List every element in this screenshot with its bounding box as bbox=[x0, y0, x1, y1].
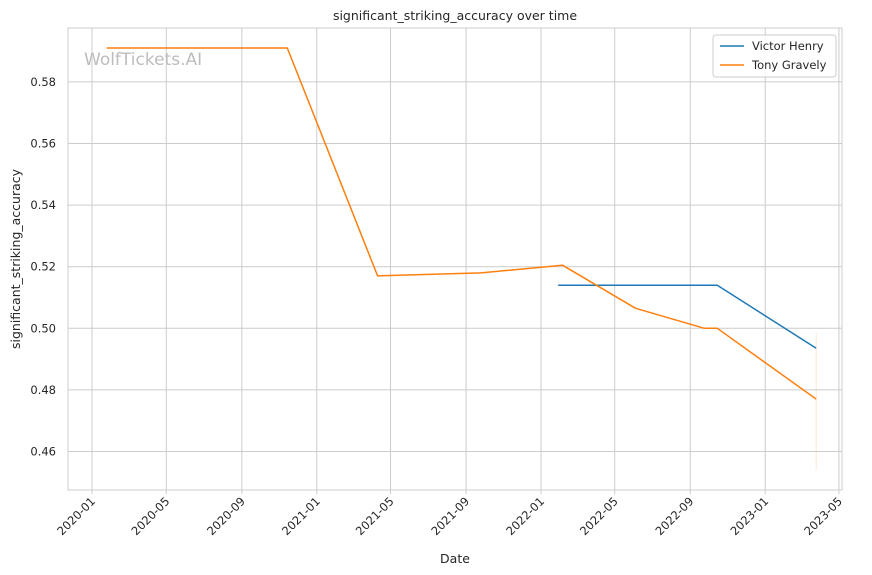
y-tick-label: 0.50 bbox=[30, 321, 56, 335]
y-axis-ticks: 0.46 0.48 0.50 0.52 0.54 0.56 0.58 bbox=[30, 75, 56, 459]
watermark-text: WolfTickets.AI bbox=[84, 50, 202, 70]
chart-title: significant_striking_accuracy over time bbox=[333, 8, 577, 23]
y-tick-label: 0.48 bbox=[30, 383, 56, 397]
y-tick-label: 0.46 bbox=[30, 445, 56, 459]
y-tick-label: 0.52 bbox=[30, 260, 56, 274]
legend-entry-label: Tony Gravely bbox=[751, 58, 827, 72]
y-tick-label: 0.54 bbox=[30, 198, 56, 212]
y-tick-label: 0.56 bbox=[30, 137, 56, 151]
series-line-tony-gravely bbox=[106, 47, 817, 400]
legend: Victor Henry Tony Gravely bbox=[712, 34, 837, 78]
y-axis-label: significant_striking_accuracy bbox=[8, 168, 23, 349]
plot-frame bbox=[67, 27, 843, 491]
legend-entry-label: Victor Henry bbox=[752, 39, 824, 53]
y-tick-label: 0.58 bbox=[30, 75, 56, 89]
series-line-victor-henry bbox=[558, 284, 817, 349]
series-lines bbox=[106, 47, 817, 400]
x-axis-label: Date bbox=[440, 551, 470, 566]
